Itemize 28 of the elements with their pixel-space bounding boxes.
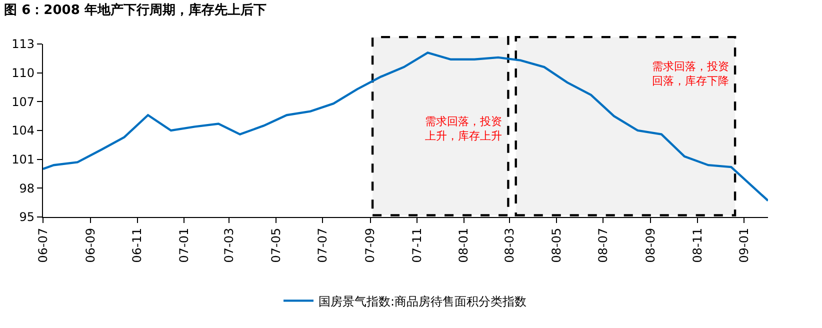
x-tick-label: 07-05	[268, 228, 283, 263]
y-tick-label: 104	[12, 124, 34, 138]
x-tick-label: 08-01	[456, 228, 471, 263]
legend-label: 国房景气指数:商品房待售面积分类指数	[318, 294, 527, 308]
chart-title: 图 6：2008 年地产下行周期，库存先上后下	[4, 2, 266, 18]
y-tick-label: 110	[12, 66, 34, 80]
x-tick-label: 08-11	[690, 228, 704, 263]
y-tick-label: 107	[12, 94, 34, 109]
x-tick-label: 09-01	[737, 228, 752, 263]
x-tick-label: 08-09	[644, 228, 658, 263]
x-tick-label: 08-05	[549, 228, 564, 263]
x-tick-label: 07-03	[222, 228, 236, 263]
x-tick-label: 07-01	[176, 228, 191, 263]
x-tick-label: 07-11	[410, 228, 424, 263]
y-tick-label: 98	[19, 181, 34, 196]
y-tick-label: 95	[19, 210, 34, 224]
x-tick-label: 06-09	[83, 228, 98, 263]
x-tick-label: 08-07	[596, 228, 610, 263]
x-tick-label: 06-07	[36, 228, 50, 263]
x-tick-label: 06-11	[130, 228, 144, 263]
x-tick-label: 07-09	[363, 228, 378, 263]
y-tick-label: 101	[12, 152, 34, 167]
x-tick-label: 07-07	[316, 228, 330, 263]
x-tick-label: 08-03	[502, 228, 517, 263]
y-tick-label: 113	[12, 37, 34, 52]
band-label: 需求回落，投资回落，库存下降	[652, 60, 729, 88]
band-label: 需求回落，投资上升，库存上升	[425, 115, 502, 142]
line-series	[43, 52, 768, 202]
